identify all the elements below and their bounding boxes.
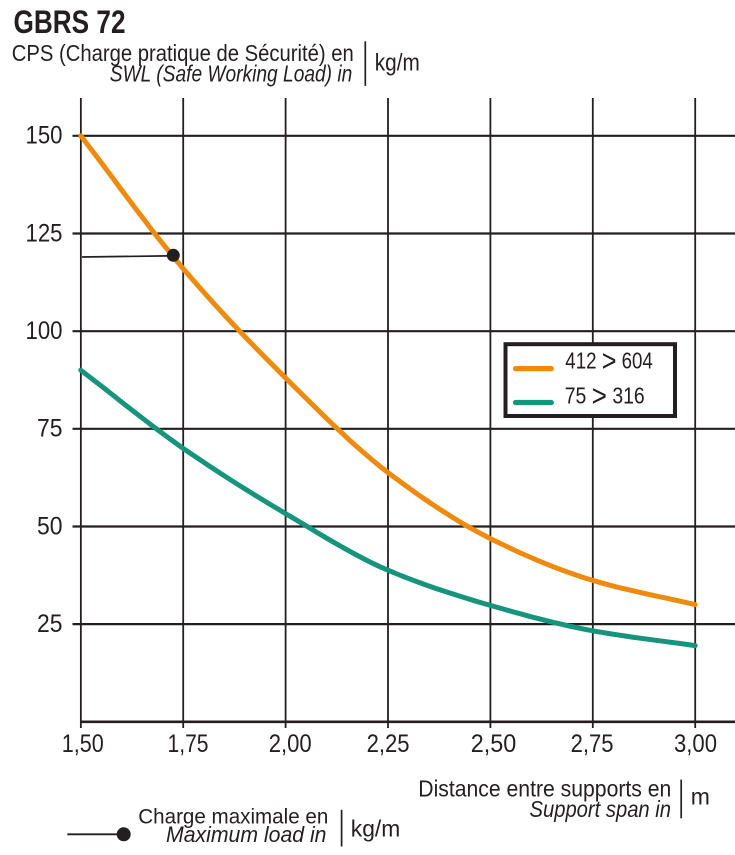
svg-text:2,50: 2,50 xyxy=(471,730,517,758)
svg-text:2,75: 2,75 xyxy=(571,730,614,758)
svg-text:SWL (Safe Working Load) in: SWL (Safe Working Load) in xyxy=(110,61,352,87)
svg-text:100: 100 xyxy=(26,317,63,345)
svg-text:75: 75 xyxy=(37,415,63,443)
svg-text:2,00: 2,00 xyxy=(269,730,312,758)
svg-text:Charge maximale en: Charge maximale en xyxy=(138,805,328,828)
svg-text:50: 50 xyxy=(37,512,63,540)
svg-text:2,25: 2,25 xyxy=(367,730,410,758)
svg-text:m: m xyxy=(691,784,710,810)
svg-text:GBRS 72: GBRS 72 xyxy=(14,4,126,40)
svg-text:1,50: 1,50 xyxy=(62,730,104,758)
svg-text:75 > 316: 75 > 316 xyxy=(565,378,645,413)
svg-text:Support span in: Support span in xyxy=(530,796,672,822)
svg-text:1,75: 1,75 xyxy=(168,730,209,758)
svg-text:Maximum load in: Maximum load in xyxy=(166,822,327,847)
svg-text:3,00: 3,00 xyxy=(674,730,717,758)
svg-text:CPS (Charge pratique de Sécuri: CPS (Charge pratique de Sécurité) en xyxy=(12,40,354,66)
svg-text:kg/m: kg/m xyxy=(351,816,401,842)
svg-text:kg/m: kg/m xyxy=(375,50,420,77)
svg-text:125: 125 xyxy=(26,219,63,247)
svg-text:412 > 604: 412 > 604 xyxy=(565,343,653,378)
svg-text:25: 25 xyxy=(37,610,63,638)
svg-text:Distance entre supports en: Distance entre supports en xyxy=(418,776,671,802)
svg-text:150: 150 xyxy=(26,122,63,150)
